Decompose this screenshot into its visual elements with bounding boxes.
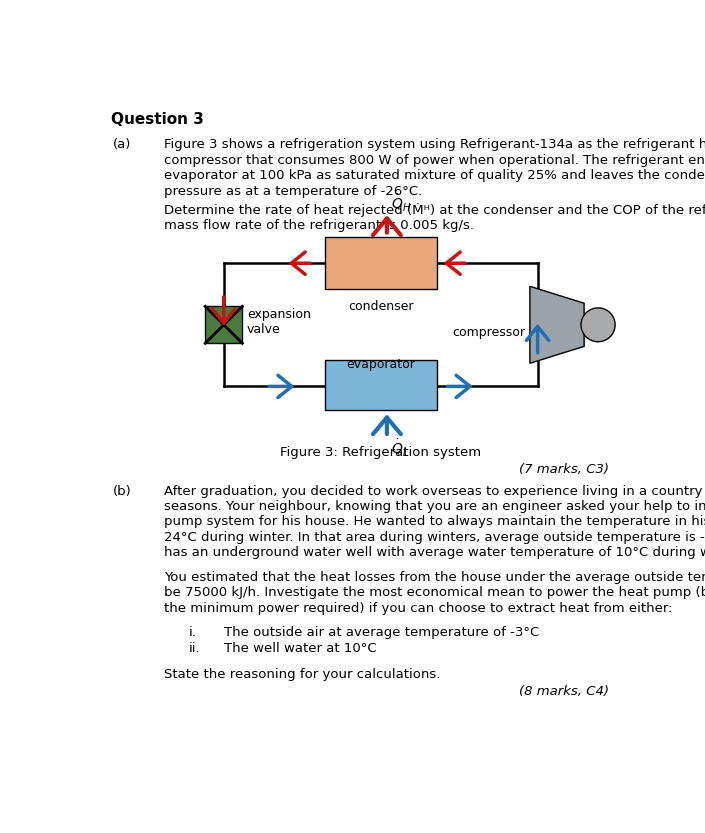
Bar (205, 307, 243, 343)
Text: the minimum power required) if you can choose to extract heat from either:: the minimum power required) if you can c… (164, 601, 673, 615)
Text: seasons. Your neighbour, knowing that you are an engineer asked your help to ins: seasons. Your neighbour, knowing that yo… (164, 500, 705, 513)
Text: (8 marks, C4): (8 marks, C4) (519, 685, 609, 698)
Text: The outside air at average temperature of -3°C: The outside air at average temperature o… (223, 626, 539, 639)
Text: 24°C during winter. In that area during winters, average outside temperature is : 24°C during winter. In that area during … (164, 531, 705, 544)
Text: (7 marks, C3): (7 marks, C3) (519, 463, 609, 476)
Text: After graduation, you decided to work overseas to experience living in a country: After graduation, you decided to work ov… (164, 485, 705, 497)
Polygon shape (530, 287, 584, 363)
Text: expansion
valve: expansion valve (247, 307, 311, 336)
Bar (324, 237, 437, 289)
Text: (b): (b) (113, 485, 132, 497)
Text: mass flow rate of the refrigerant is 0.005 kg/s.: mass flow rate of the refrigerant is 0.0… (164, 218, 474, 232)
Text: has an underground water well with average water temperature of 10°C during wint: has an underground water well with avera… (164, 546, 705, 559)
Text: i.: i. (189, 626, 197, 639)
Text: Figure 3 shows a refrigeration system using Refrigerant-134a as the refrigerant : Figure 3 shows a refrigeration system us… (164, 138, 705, 152)
Text: compressor that consumes 800 W of power when operational. The refrigerant enters: compressor that consumes 800 W of power … (164, 154, 705, 167)
Text: Figure 3: Refrigeration system: Figure 3: Refrigeration system (280, 446, 482, 459)
Text: evaporator at 100 kPa as saturated mixture of quality 25% and leaves the condens: evaporator at 100 kPa as saturated mixtu… (164, 169, 705, 182)
Text: pump system for his house. He wanted to always maintain the temperature in his h: pump system for his house. He wanted to … (164, 516, 705, 528)
Bar (324, 360, 437, 410)
Text: The well water at 10°C: The well water at 10°C (223, 641, 376, 655)
Text: State the reasoning for your calculations.: State the reasoning for your calculation… (164, 668, 441, 681)
Text: You estimated that the heat losses from the house under the average outside temp: You estimated that the heat losses from … (164, 571, 705, 584)
Text: (a): (a) (113, 138, 131, 152)
Text: Determine the rate of heat rejected (Ṁᴴ) at the condenser and the COP of the ref: Determine the rate of heat rejected (Ṁᴴ)… (164, 203, 705, 217)
Text: pressure as at a temperature of -26°C.: pressure as at a temperature of -26°C. (164, 185, 422, 197)
Text: $\dot{Q}_L$: $\dot{Q}_L$ (391, 438, 409, 460)
Text: ii.: ii. (189, 641, 200, 655)
Circle shape (581, 308, 615, 342)
Text: Question 3: Question 3 (111, 112, 204, 127)
Text: $\dot{Q}_H$: $\dot{Q}_H$ (391, 192, 411, 214)
Text: condenser: condenser (348, 300, 413, 313)
Text: compressor: compressor (452, 326, 525, 339)
Text: be 75000 kJ/h. Investigate the most economical mean to power the heat pump (by c: be 75000 kJ/h. Investigate the most econ… (164, 586, 705, 599)
Text: evaporator: evaporator (346, 358, 415, 372)
